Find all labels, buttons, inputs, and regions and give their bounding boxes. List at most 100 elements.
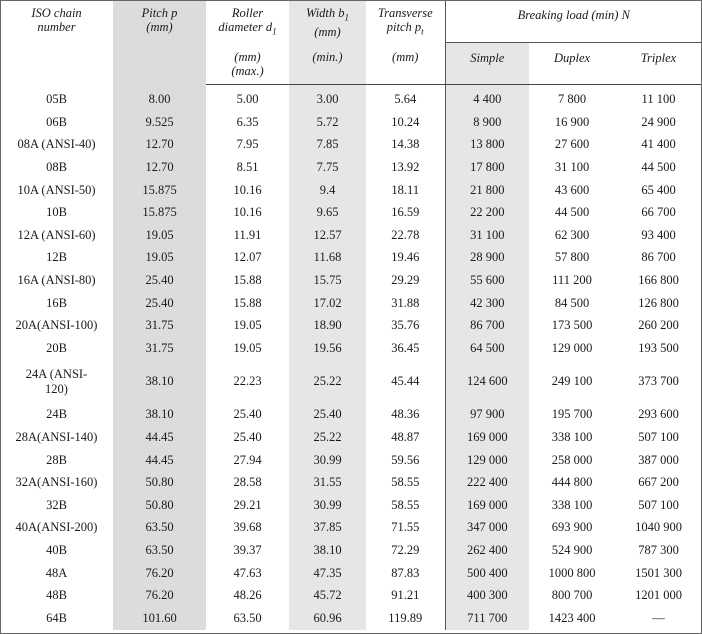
cell-simple: 8 900 bbox=[444, 111, 529, 134]
cell-roller-diameter: 47.63 bbox=[233, 565, 262, 580]
cell-transverse-pitch: 59.56 bbox=[391, 452, 420, 467]
cell-transverse-pitch: 71.55 bbox=[391, 520, 420, 535]
cell-duplex: 16 900 bbox=[554, 114, 590, 129]
header-roller-diameter: Roller diameter d1 bbox=[218, 6, 277, 37]
header-breaking-load: Breaking load (min) N bbox=[444, 0, 702, 43]
cell-iso-number: 48A bbox=[45, 565, 68, 580]
table-row: 32A(ANSI-160) 50.80 28.58 31.55 58.55 222 400… bbox=[0, 471, 702, 494]
cell-simple: 42 300 bbox=[444, 291, 529, 315]
table-row: 10B 15.875 10.16 9.65 16.59 22 200 44 500 66 70… bbox=[0, 201, 702, 225]
cell-duplex: 111 200 bbox=[552, 273, 592, 288]
header-width: Width b1 (mm) bbox=[289, 0, 366, 42]
cell-triplex: 1201 000 bbox=[635, 588, 682, 603]
cell-pitch: 63.50 bbox=[113, 516, 206, 540]
cell-transverse-pitch: 36.45 bbox=[391, 340, 420, 355]
cell-width: 15.75 bbox=[289, 269, 366, 292]
cell-roller-diameter: 25.40 bbox=[233, 407, 262, 422]
cell-pitch: 9.525 bbox=[113, 111, 206, 134]
table-header: ISO chain number Pitch p (mm) Roller diamet… bbox=[0, 0, 702, 85]
cell-triplex: 66 700 bbox=[641, 205, 676, 220]
cell-simple: 55 600 bbox=[444, 269, 529, 292]
cell-roller-diameter: 63.50 bbox=[233, 610, 262, 625]
cell-width: 18.90 bbox=[289, 314, 366, 338]
cell-iso-number: 08B bbox=[46, 160, 67, 175]
table-row: 24B 38.10 25.40 25.40 48.36 97 900 195 700 293 … bbox=[0, 403, 702, 427]
cell-triplex: 41 400 bbox=[641, 137, 676, 152]
cell-triplex: 65 400 bbox=[641, 182, 676, 197]
cell-iso-number: 20B bbox=[46, 340, 67, 355]
cell-pitch: 50.80 bbox=[113, 494, 206, 517]
cell-transverse-pitch: 31.88 bbox=[391, 295, 420, 310]
cell-triplex: 166 800 bbox=[638, 273, 679, 288]
table-row: 40A(ANSI-200) 63.50 39.68 37.85 71.55 347 000… bbox=[0, 516, 702, 540]
table-row: 05B 8.00 5.00 3.00 5.64 4 400 7 800 11 100 bbox=[0, 84, 702, 112]
cell-width: 37.85 bbox=[289, 516, 366, 540]
cell-iso-number: 20A(ANSI-100) bbox=[15, 318, 98, 333]
header-iso-chain-number: ISO chain number bbox=[31, 6, 82, 34]
table-row: 48A 76.20 47.63 47.35 87.83 500 400 1000 800 15… bbox=[0, 561, 702, 585]
header-simple: Simple bbox=[444, 42, 529, 85]
cell-simple: 129 000 bbox=[444, 448, 529, 472]
table-row: 48B 76.20 48.26 45.72 91.21 400 300 800 700 120… bbox=[0, 584, 702, 607]
cell-triplex: 787 300 bbox=[638, 542, 679, 557]
cell-pitch: 25.40 bbox=[113, 291, 206, 315]
cell-roller-diameter: 29.21 bbox=[233, 497, 262, 512]
cell-pitch: 50.80 bbox=[113, 471, 206, 494]
cell-transverse-pitch: 91.21 bbox=[391, 588, 420, 603]
cell-simple: 13 800 bbox=[444, 133, 529, 157]
cell-duplex: 1423 400 bbox=[548, 610, 596, 625]
cell-iso-number: 28A(ANSI-140) bbox=[15, 430, 98, 445]
cell-roller-diameter: 12.07 bbox=[233, 250, 262, 265]
cell-duplex: 173 500 bbox=[551, 318, 593, 333]
header-width-unit: (min.) bbox=[289, 42, 366, 85]
cell-pitch: 31.75 bbox=[113, 337, 206, 360]
cell-simple: 97 900 bbox=[444, 403, 529, 427]
cell-triplex: 86 700 bbox=[641, 250, 676, 265]
cell-triplex: 193 500 bbox=[638, 340, 679, 355]
cell-triplex: 126 800 bbox=[638, 295, 679, 310]
cell-triplex: 44 500 bbox=[641, 160, 676, 175]
cell-roller-diameter: 6.35 bbox=[236, 114, 259, 129]
cell-width: 45.72 bbox=[289, 584, 366, 607]
cell-width: 9.65 bbox=[289, 201, 366, 225]
cell-simple: 169 000 bbox=[444, 494, 529, 517]
cell-simple: 400 300 bbox=[444, 584, 529, 607]
header-transverse-unit: (mm) bbox=[366, 42, 445, 85]
cell-iso-number: 64B bbox=[46, 610, 67, 625]
table-row: 32B 50.80 29.21 30.99 58.55 169 000 338 100 507… bbox=[0, 494, 702, 517]
cell-pitch: 44.45 bbox=[113, 426, 206, 449]
cell-iso-number: 10A (ANSI-50) bbox=[17, 182, 96, 197]
cell-transverse-pitch: 58.55 bbox=[391, 497, 420, 512]
cell-iso-number: 24B bbox=[46, 407, 67, 422]
cell-iso-number: 12B bbox=[46, 250, 67, 265]
cell-triplex: 667 200 bbox=[638, 475, 679, 490]
cell-triplex: 293 600 bbox=[638, 407, 679, 422]
cell-triplex: 1501 300 bbox=[635, 565, 682, 580]
cell-simple: 64 500 bbox=[444, 337, 529, 360]
cell-duplex: 338 100 bbox=[551, 497, 593, 512]
cell-iso-number: 16A (ANSI-80) bbox=[17, 273, 96, 288]
cell-pitch: 31.75 bbox=[113, 314, 206, 338]
cell-transverse-pitch: 48.36 bbox=[391, 407, 420, 422]
cell-width: 9.4 bbox=[289, 178, 366, 202]
table-row: 28A(ANSI-140) 44.45 25.40 25.22 48.87 169 000… bbox=[0, 426, 702, 449]
cell-transverse-pitch: 72.29 bbox=[391, 542, 420, 557]
cell-iso-number: 05B bbox=[46, 92, 67, 107]
cell-transverse-pitch: 29.29 bbox=[391, 273, 420, 288]
cell-pitch: 12.70 bbox=[113, 133, 206, 157]
cell-width: 25.22 bbox=[289, 359, 366, 404]
cell-duplex: 249 100 bbox=[551, 374, 593, 389]
cell-transverse-pitch: 119.89 bbox=[388, 610, 423, 625]
cell-triplex: 507 100 bbox=[638, 497, 679, 512]
cell-width: 30.99 bbox=[289, 448, 366, 472]
cell-width: 11.68 bbox=[289, 246, 366, 270]
cell-duplex: 7 800 bbox=[557, 92, 587, 107]
cell-triplex: 24 900 bbox=[641, 114, 676, 129]
cell-triplex: 260 200 bbox=[638, 318, 679, 333]
header-duplex: Duplex bbox=[529, 42, 615, 85]
cell-pitch: 38.10 bbox=[113, 359, 206, 404]
cell-transverse-pitch: 22.78 bbox=[391, 227, 420, 242]
cell-roller-diameter: 5.00 bbox=[236, 92, 259, 107]
cell-duplex: 195 700 bbox=[551, 407, 593, 422]
